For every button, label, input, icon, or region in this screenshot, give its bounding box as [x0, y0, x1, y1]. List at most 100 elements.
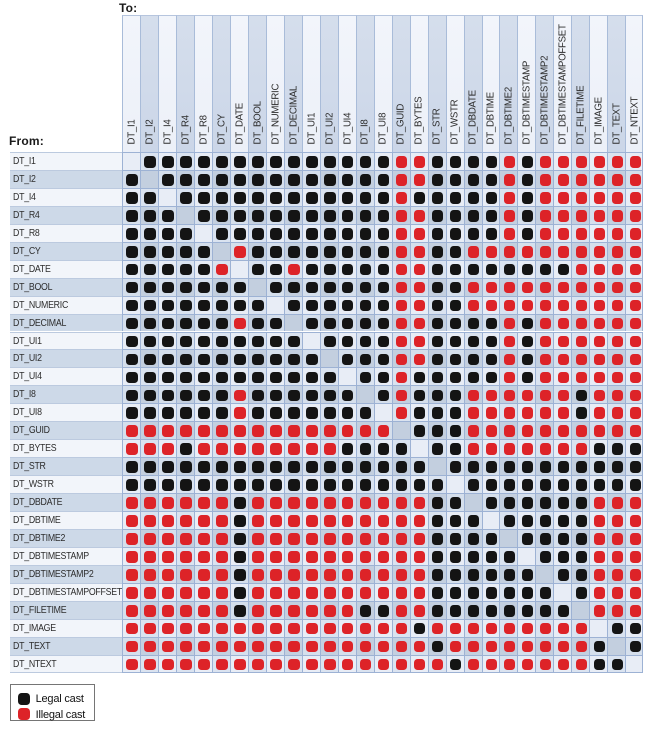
cast-cell-DT_WSTR-to-DT_NUMERIC [265, 475, 284, 494]
cast-cell-DT_DBTIMESTAMP2-to-DT_DBTIME [481, 564, 500, 583]
legal-cast-dot [252, 407, 264, 420]
cast-cell-DT_R8-to-DT_STR [427, 223, 446, 242]
legal-cast-dot [269, 461, 282, 473]
cast-cell-DT_DATE-to-DT_I1 [122, 259, 140, 278]
col-header-label: DT_DBTIMESTAMP [521, 60, 533, 145]
cast-cell-DT_IMAGE-to-DT_CY [211, 618, 230, 637]
cast-cell-DT_DBTIMESTAMPOFFSET-to-DT_TEXT [607, 582, 626, 601]
illegal-cast-dot [521, 425, 534, 438]
cast-cell-DT_DATE-to-DT_DECIMAL [283, 259, 302, 278]
cast-cell-DT_UI1-to-DT_NTEXT [625, 331, 644, 350]
cast-cell-DT_UI1-to-DT_DBTIMESTAMPOFFSET [553, 331, 572, 350]
cast-cell-DT_BOOL-to-DT_DBDATE [463, 277, 482, 296]
cast-cell-DT_BYTES-to-DT_R4 [175, 439, 194, 458]
col-header-DT_TEXT: DT_TEXT [607, 14, 626, 152]
cast-cell-DT_STR-to-DT_BOOL [247, 457, 266, 476]
cast-cell-DT_TEXT-to-DT_UI8 [373, 636, 392, 655]
legal-cast-dot [144, 156, 156, 168]
cast-cell-DT_UI4-to-DT_DBTIMESTAMPOFFSET [553, 367, 572, 386]
cast-cell-DT_GUID-to-DT_UI8 [373, 421, 392, 440]
row-label-text: DT_DBTIMESTAMP [13, 550, 89, 562]
row-label-DT_CY: DT_CY [9, 241, 122, 260]
illegal-cast-dot [611, 335, 624, 348]
illegal-cast-dot [269, 640, 282, 653]
illegal-cast-dot [287, 658, 300, 671]
illegal-cast-dot [485, 389, 498, 402]
illegal-cast-dot [359, 425, 372, 438]
legal-cast-dot [521, 515, 534, 527]
cast-cell-DT_DBTIME-to-DT_DBTIMESTAMP [517, 511, 536, 529]
cast-cell-DT_UI1-to-DT_UI1 [301, 331, 320, 350]
illegal-cast-dot [485, 245, 498, 258]
cast-cell-DT_UI2-to-DT_WSTR [445, 349, 464, 368]
cast-cell-DT_IMAGE-to-DT_WSTR [445, 618, 464, 637]
legal-cast-dot [234, 353, 246, 366]
legal-cast-dot [234, 604, 246, 617]
cast-cell-DT_UI4-to-DT_R8 [193, 367, 212, 386]
cast-cell-DT_DBDATE-to-DT_DBTIMESTAMP [517, 493, 536, 511]
illegal-cast-dot [413, 353, 426, 366]
legal-cast-dot [521, 335, 534, 348]
cast-cell-DT_DATE-to-DT_I4 [157, 259, 176, 278]
legal-cast-dot [395, 461, 408, 473]
cast-cell-DT_I8-to-DT_GUID [391, 385, 410, 404]
cast-cell-DT_DBTIME-to-DT_NUMERIC [265, 511, 284, 529]
legal-cast-dot [252, 227, 264, 240]
cast-cell-DT_WSTR-to-DT_DBDATE [463, 475, 482, 494]
illegal-cast-dot [252, 569, 264, 581]
row-label-text: DT_DBTIME [13, 515, 61, 526]
cast-cell-DT_FILETIME-to-DT_TEXT [607, 600, 626, 619]
cast-cell-DT_STR-to-DT_UI2 [319, 457, 338, 476]
row-label-DT_DATE: DT_DATE [9, 259, 122, 278]
cast-cell-DT_I8-to-DT_I2 [139, 385, 158, 404]
legal-cast-dot [234, 156, 246, 168]
legal-cast-dot [126, 335, 138, 348]
illegal-cast-dot [629, 299, 642, 312]
illegal-cast-dot [359, 658, 372, 671]
cast-cell-DT_R8-to-DT_UI4 [337, 223, 356, 242]
illegal-cast-dot [539, 407, 552, 420]
illegal-cast-dot [593, 389, 606, 402]
illegal-cast-dot [395, 174, 408, 186]
cast-cell-DT_DATE-to-DT_R8 [193, 259, 212, 278]
cast-cell-DT_I8-to-DT_DBTIME [481, 385, 500, 404]
col-header-label: DT_I4 [162, 119, 174, 144]
cast-cell-DT_BYTES-to-DT_I2 [139, 439, 158, 458]
legal-cast-dot [323, 389, 336, 402]
cast-cell-DT_DBTIME2-to-DT_FILETIME [571, 528, 590, 547]
illegal-cast-dot [162, 569, 174, 581]
legal-cast-dot [593, 479, 606, 491]
cast-cell-DT_DECIMAL-to-DT_CY [211, 313, 230, 332]
cast-cell-DT_STR-to-DT_FILETIME [571, 457, 590, 476]
cast-cell-DT_BYTES-to-DT_DBTIME [481, 439, 500, 458]
legal-cast-dot [216, 174, 228, 186]
cast-cell-DT_NUMERIC-to-DT_DBTIME [481, 295, 500, 314]
cast-cell-DT_GUID-to-DT_I2 [139, 421, 158, 440]
legal-cast-dot [162, 389, 174, 402]
cast-cell-DT_GUID-to-DT_R8 [193, 421, 212, 440]
cast-cell-DT_R4-to-DT_UI1 [301, 205, 320, 224]
legal-cast-dot [198, 335, 210, 348]
cast-cell-DT_DBTIMESTAMP2-to-DT_BYTES [409, 564, 428, 583]
legal-cast-dot [252, 174, 264, 186]
illegal-cast-dot [575, 640, 588, 653]
cast-cell-DT_I1-to-DT_UI8 [373, 152, 392, 170]
cast-cell-DT_DBTIMESTAMP2-to-DT_TEXT [607, 564, 626, 583]
illegal-cast-dot [611, 551, 624, 563]
row-label-DT_DBTIMESTAMP2: DT_DBTIMESTAMP2 [9, 564, 122, 583]
illegal-cast-dot [575, 245, 588, 258]
cast-cell-DT_STR-to-DT_GUID [391, 457, 410, 476]
cast-cell-DT_UI8-to-DT_DECIMAL [283, 403, 302, 422]
cast-cell-DT_DBTIME-to-DT_I2 [139, 511, 158, 529]
cast-cell-DT_R8-to-DT_DBTIMESTAMPOFFSET [553, 223, 572, 242]
cast-cell-DT_DECIMAL-to-DT_DATE [229, 313, 248, 332]
legal-cast-dot [162, 156, 174, 168]
illegal-cast-dot [395, 515, 408, 527]
legal-cast-dot [287, 389, 300, 402]
illegal-cast-dot [377, 497, 390, 509]
cast-cell-DT_UI8-to-DT_DBDATE [463, 403, 482, 422]
cast-cell-DT_BYTES-to-DT_CY [211, 439, 230, 458]
illegal-cast-dot [180, 425, 192, 438]
cast-cell-DT_DBTIMESTAMPOFFSET-to-DT_DBDATE [463, 582, 482, 601]
illegal-cast-dot [341, 569, 354, 581]
